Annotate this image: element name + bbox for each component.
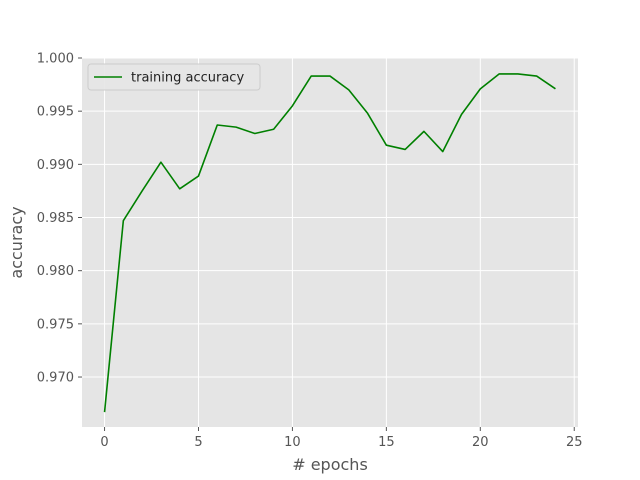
- x-tick-label: 10: [284, 435, 301, 450]
- plot-area: [82, 58, 578, 427]
- y-tick-label: 0.980: [37, 264, 74, 279]
- series-layer: [103, 73, 556, 413]
- x-tick-label: 5: [194, 435, 202, 450]
- legend-box: [87, 63, 261, 91]
- y-tick-label: 1.000: [37, 52, 74, 67]
- y-tick-label: 0.990: [37, 158, 74, 173]
- series-line-training-accuracy: [103, 73, 556, 413]
- legend-entry-training-accuracy: training accuracy: [131, 71, 244, 86]
- x-tick-label: 0: [100, 435, 108, 450]
- y-tick-label: 0.995: [37, 105, 74, 120]
- x-tick-label: 25: [566, 435, 583, 450]
- y-tick-label: 0.985: [37, 211, 74, 226]
- x-tick-label: 20: [472, 435, 489, 450]
- y-tick-label: 0.975: [37, 317, 74, 332]
- x-axis-label: # epochs: [292, 455, 368, 474]
- y-tick-label: 0.970: [37, 371, 74, 386]
- grid-lines: [82, 57, 578, 427]
- axis-ticks: 0 5 10 15 20 25 0.970 0.975 0.980 0.985 0.990 0.995…: [37, 52, 583, 451]
- x-tick-label: 15: [378, 435, 395, 450]
- y-axis-label: accuracy: [7, 206, 26, 278]
- legend: training accuracy: [87, 63, 261, 91]
